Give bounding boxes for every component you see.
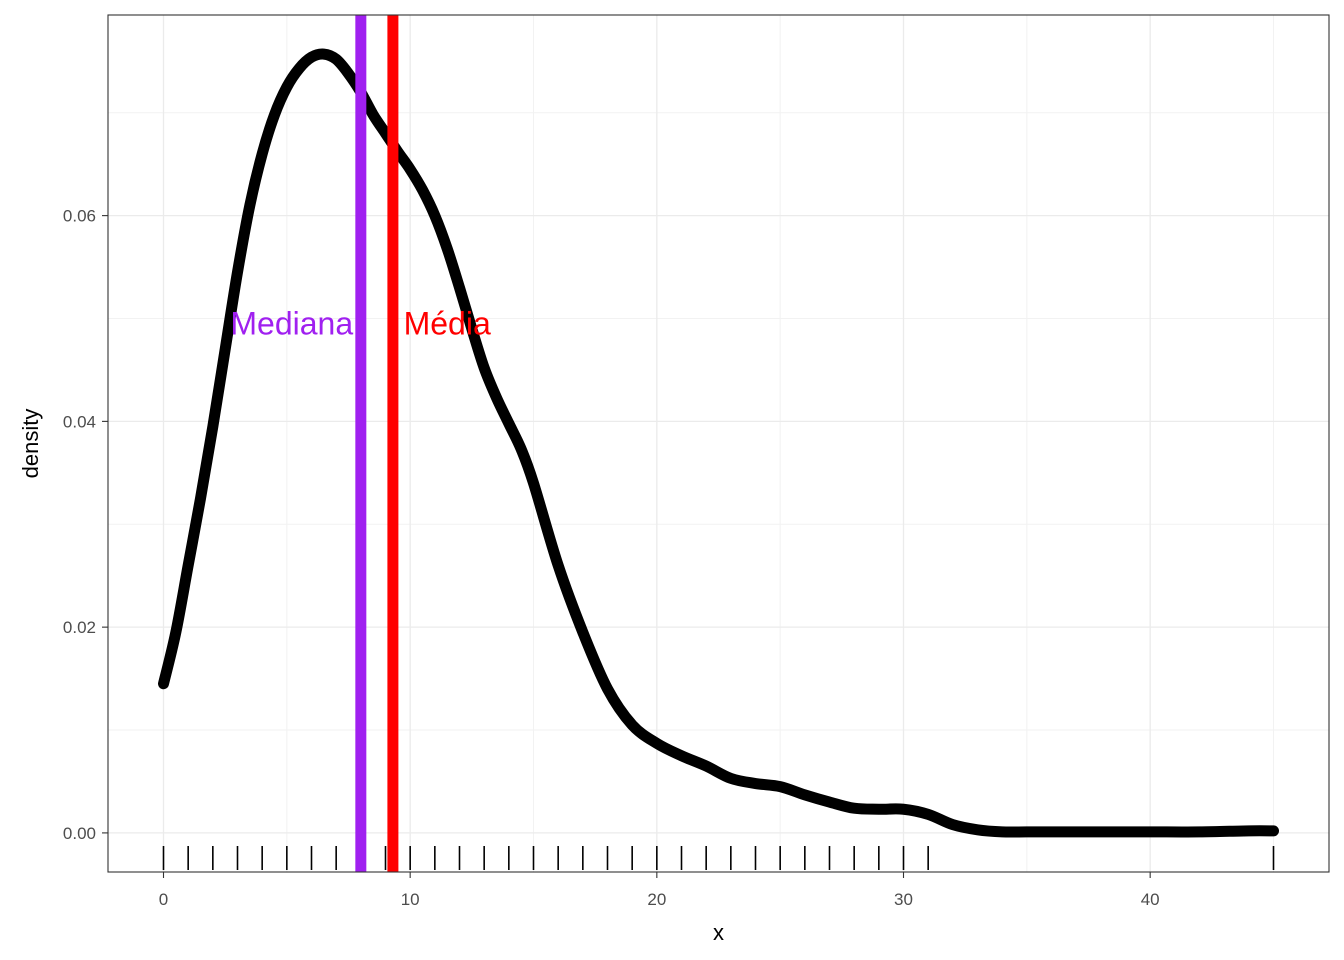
density-series — [158, 48, 1279, 838]
major-gridlines — [108, 15, 1329, 872]
rug-marks — [162, 846, 1275, 870]
annotation-label: Média — [404, 306, 491, 342]
x-axis-title: x — [713, 920, 724, 945]
y-tick-label: 0.04 — [63, 412, 96, 431]
annotation-label: Mediana — [230, 306, 353, 342]
x-tick-label: 10 — [401, 890, 420, 909]
y-tick-label: 0.00 — [63, 824, 96, 843]
density-line — [158, 48, 1279, 838]
minor-gridlines — [108, 15, 1329, 872]
panel-border — [107, 14, 1330, 873]
y-axis: 0.00 0.02 0.04 0.06 — [63, 207, 108, 843]
x-axis: 0 10 20 30 40 — [159, 872, 1160, 909]
x-tick-label: 40 — [1141, 890, 1160, 909]
reference-lines — [355, 15, 399, 872]
x-tick-label: 20 — [647, 890, 666, 909]
y-tick-label: 0.06 — [63, 207, 96, 226]
x-tick-label: 0 — [159, 890, 168, 909]
x-tick-label: 30 — [894, 890, 913, 909]
y-axis-title: density — [18, 409, 43, 479]
y-tick-label: 0.02 — [63, 618, 96, 637]
annotations: Mediana Média — [230, 306, 491, 342]
